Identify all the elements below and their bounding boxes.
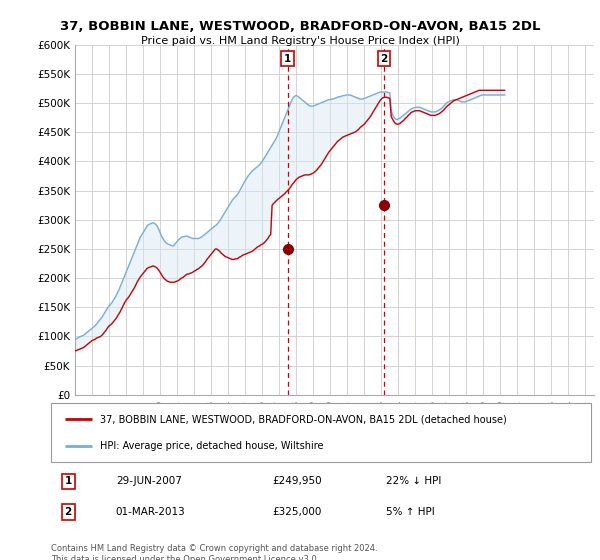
Text: 2: 2: [65, 507, 72, 517]
Text: 5% ↑ HPI: 5% ↑ HPI: [386, 507, 434, 517]
Text: 29-JUN-2007: 29-JUN-2007: [116, 477, 182, 487]
Text: 2: 2: [380, 54, 388, 63]
Text: 37, BOBBIN LANE, WESTWOOD, BRADFORD-ON-AVON, BA15 2DL (detached house): 37, BOBBIN LANE, WESTWOOD, BRADFORD-ON-A…: [100, 414, 506, 424]
Text: 22% ↓ HPI: 22% ↓ HPI: [386, 477, 441, 487]
Text: £325,000: £325,000: [272, 507, 322, 517]
Text: Contains HM Land Registry data © Crown copyright and database right 2024.
This d: Contains HM Land Registry data © Crown c…: [51, 544, 377, 560]
Text: 37, BOBBIN LANE, WESTWOOD, BRADFORD-ON-AVON, BA15 2DL: 37, BOBBIN LANE, WESTWOOD, BRADFORD-ON-A…: [60, 20, 540, 32]
Text: Price paid vs. HM Land Registry's House Price Index (HPI): Price paid vs. HM Land Registry's House …: [140, 36, 460, 46]
FancyBboxPatch shape: [51, 403, 591, 462]
Text: HPI: Average price, detached house, Wiltshire: HPI: Average price, detached house, Wilt…: [100, 441, 323, 451]
Text: 1: 1: [65, 477, 72, 487]
Text: £249,950: £249,950: [272, 477, 322, 487]
Text: 1: 1: [284, 54, 291, 63]
Text: 01-MAR-2013: 01-MAR-2013: [116, 507, 185, 517]
